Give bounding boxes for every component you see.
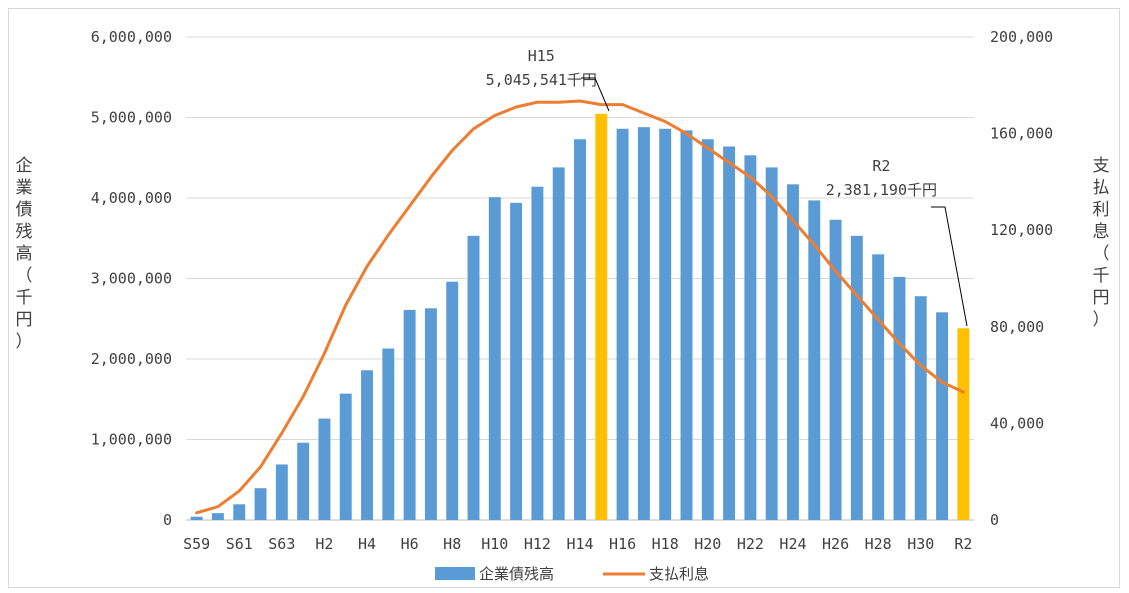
bar-H6 [404,310,416,520]
annotation-category: R2 [872,157,890,175]
x-tick-label: H14 [566,535,593,553]
x-axis-ticks: S59 S61 S63 H2 H4 H6 H8 H10 H12 H14 H16 H18 H20 H22 H2… [183,535,972,553]
bar-H4 [361,370,373,520]
bar-H19 [681,130,693,520]
right-tick-label: 120,000 [990,221,1053,239]
bar-H1 [297,443,309,520]
left-axis-title: 企業債残高（千円） [16,156,33,352]
legend-bar-swatch [435,567,475,580]
left-tick-label: 1,000,000 [91,431,172,449]
left-tick-label: 5,000,000 [91,109,172,127]
x-tick-label: H18 [652,535,679,553]
legend-bar-label: 企業債残高 [479,565,554,583]
x-tick-label: R2 [954,535,972,553]
left-tick-label: 6,000,000 [91,28,172,46]
x-tick-label: H2 [315,535,333,553]
right-tick-label: 80,000 [990,318,1044,336]
bar-S62 [255,488,267,520]
x-tick-label: H22 [737,535,764,553]
right-tick-label: 0 [990,511,999,529]
x-tick-label: H8 [443,535,461,553]
bar-H20 [702,139,714,520]
right-tick-label: 160,000 [990,125,1053,143]
x-tick-label: S59 [183,535,210,553]
combo-chart: 0 1,000,000 2,000,000 3,000,000 4,000,000 5,0… [9,9,1121,589]
x-tick-label: H6 [401,535,419,553]
x-tick-label: H4 [358,535,376,553]
bar-H13 [553,167,565,520]
chart-frame: 0 1,000,000 2,000,000 3,000,000 4,000,000 5,0… [8,8,1120,588]
annotation-category: H15 [528,47,555,65]
bar-H9 [468,236,480,520]
left-tick-label: 0 [163,511,172,529]
annotation-leader-line [931,207,967,326]
left-tick-label: 3,000,000 [91,270,172,288]
bar-H2 [318,419,330,520]
bar-H27 [851,236,863,520]
legend: 企業債残高 支払利息 [435,565,709,583]
bar-H24 [787,184,799,520]
left-axis-ticks: 0 1,000,000 2,000,000 3,000,000 4,000,000 5,0… [91,28,172,529]
right-axis-title: 支払利息（千円） [1093,156,1110,330]
x-tick-label: H10 [481,535,508,553]
bar-H16 [617,129,629,520]
x-tick-label: H24 [779,535,806,553]
bar-H7 [425,308,437,520]
x-tick-label: H16 [609,535,636,553]
left-tick-label: 4,000,000 [91,189,172,207]
annotation-value: 2,381,190千円 [826,181,937,199]
right-axis-ticks: 0 40,000 80,000 120,000 160,000 200,000 [990,28,1053,529]
bar-H30 [915,296,927,520]
right-tick-label: 200,000 [990,28,1053,46]
bar-H28 [872,254,884,520]
x-tick-label: S63 [268,535,295,553]
bar-S59 [191,517,203,520]
bar-H15 [595,114,607,520]
bar-H29 [893,277,905,520]
x-tick-label: S61 [226,535,253,553]
bar-H10 [489,197,501,520]
legend-line-label: 支払利息 [649,565,709,583]
bar-H18 [659,129,671,520]
bar-H8 [446,282,458,520]
bar-H14 [574,139,586,520]
bar-R1 [936,312,948,520]
bar-H23 [766,167,778,520]
left-tick-label: 2,000,000 [91,350,172,368]
x-tick-label: H30 [907,535,934,553]
x-tick-label: H26 [822,535,849,553]
bar-H11 [510,203,522,520]
right-tick-label: 40,000 [990,414,1044,432]
x-tick-label: H12 [524,535,551,553]
x-tick-label: H20 [694,535,721,553]
bar-H17 [638,127,650,520]
bar-S60 [212,513,224,520]
bar-series [191,114,970,520]
bar-H3 [340,394,352,520]
bar-S61 [233,504,245,520]
bar-S63 [276,464,288,520]
bar-H12 [531,187,543,520]
bar-H22 [744,155,756,520]
bar-H5 [382,349,394,520]
bar-H21 [723,146,735,520]
x-tick-label: H28 [865,535,892,553]
annotation-value: 5,045,541千円 [486,71,597,89]
bar-R2 [957,328,969,520]
